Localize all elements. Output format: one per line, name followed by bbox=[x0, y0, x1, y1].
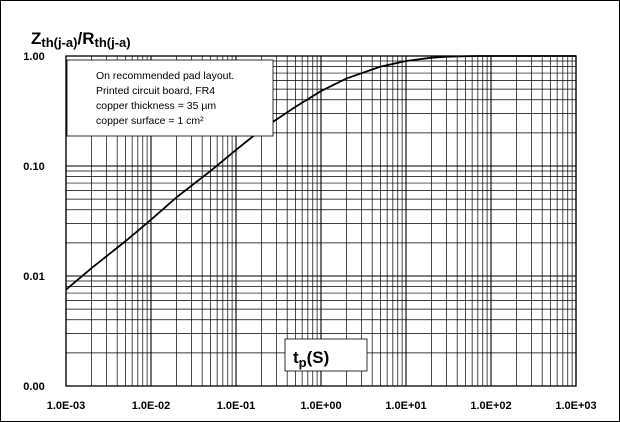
x-tick-label: 1.0E+01 bbox=[385, 400, 426, 412]
y-tick-label: 0.00 bbox=[23, 381, 44, 393]
title-main-subscript: th(j-a) bbox=[41, 35, 77, 50]
xlabel-main: t bbox=[293, 348, 299, 367]
svg-text:tp(S): tp(S) bbox=[293, 348, 329, 370]
x-tick-label: 1.0E+03 bbox=[555, 400, 596, 412]
x-tick-label: 1.0E+02 bbox=[470, 400, 511, 412]
title-slash: /R bbox=[78, 29, 95, 48]
y-tick-label: 0.10 bbox=[23, 161, 44, 173]
annotation-box: On recommended pad layout. Printed circu… bbox=[66, 59, 274, 137]
chart-title: Zth(j-a)/Rth(j-a) bbox=[31, 29, 131, 50]
x-tick-label: 1.0E+00 bbox=[300, 400, 341, 412]
x-tick-label: 1.0E-02 bbox=[132, 400, 171, 412]
xlabel-rest: (S) bbox=[307, 348, 330, 367]
x-tick-label: 1.0E-01 bbox=[217, 400, 256, 412]
x-tick-label: 1.0E-03 bbox=[47, 400, 86, 412]
annotation-line-4: copper surface = 1 cm² bbox=[96, 115, 204, 127]
series-layer bbox=[65, 55, 576, 291]
y-tick-label: 0.01 bbox=[23, 271, 44, 283]
title-main: Z bbox=[31, 29, 41, 48]
annotation-line-1: On recommended pad layout. bbox=[96, 70, 234, 82]
title-slash-subscript: th(j-a) bbox=[95, 35, 131, 50]
plot-area-border bbox=[65, 55, 577, 387]
annotation-line-3: copper thickness = 35 µm bbox=[96, 100, 216, 112]
series-line-1 bbox=[65, 55, 576, 291]
xlabel-subscript: p bbox=[299, 355, 307, 370]
y-tick-label: 1.00 bbox=[23, 51, 44, 63]
x-axis-label: tp(S) bbox=[284, 338, 368, 372]
tick-labels: 1.0E-03 1.0E-02 1.0E-01 1.0E+00 1.0E+01 1.0E+… bbox=[23, 51, 596, 412]
annotation-line-2: Printed circuit board, FR4 bbox=[96, 85, 215, 97]
